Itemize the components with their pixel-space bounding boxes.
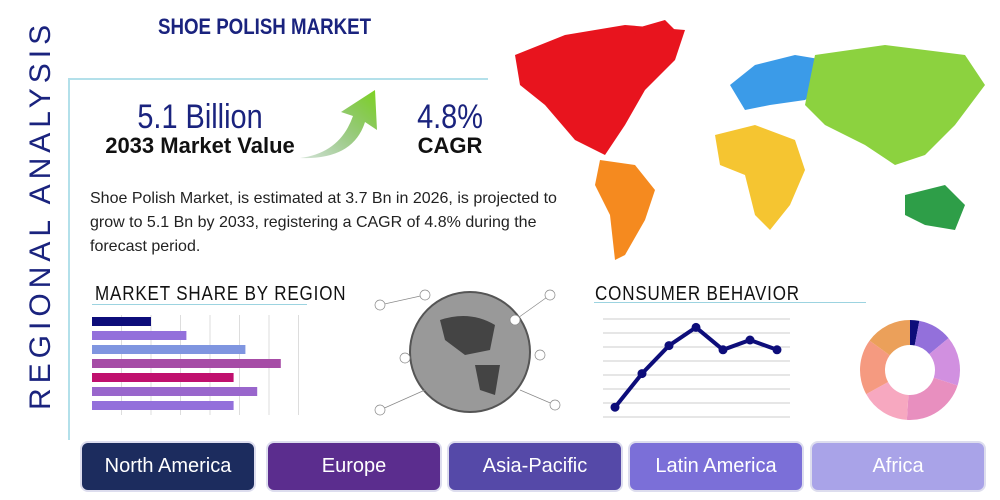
- heading-underline: [92, 304, 307, 305]
- region-button-europe[interactable]: Europe: [266, 441, 442, 492]
- side-label: REGIONAL ANALYSIS: [24, 19, 57, 410]
- heading-underline: [594, 302, 866, 303]
- donut-slice: [869, 320, 910, 356]
- cagr-value: 4.8%: [417, 98, 483, 136]
- description: Shoe Polish Market, is estimated at 3.7 …: [90, 190, 557, 255]
- frame-divider: [68, 78, 70, 440]
- line-point: [610, 402, 620, 412]
- line-point: [691, 322, 701, 332]
- consumer-line-chart: [603, 318, 790, 418]
- line-point: [772, 345, 782, 355]
- market-value: 5.1 Billion: [137, 98, 263, 136]
- consumer-donut-chart: [860, 320, 960, 420]
- market-share-bar-chart: [92, 315, 299, 415]
- market-value-kpi: 5.1 Billion 2033 Market Value: [95, 98, 305, 159]
- donut-slice: [866, 382, 909, 420]
- bar: [92, 373, 234, 382]
- region-button-asia-pacific[interactable]: Asia-Pacific: [447, 441, 623, 492]
- donut-slice: [910, 320, 920, 346]
- line-point: [745, 335, 755, 345]
- bar: [92, 387, 258, 396]
- bar: [92, 401, 234, 410]
- line-point: [637, 369, 647, 379]
- consumer-behavior-heading: CONSUMER BEHAVIOR: [595, 283, 800, 305]
- market-share-heading: MARKET SHARE BY REGION: [95, 283, 347, 305]
- line-point: [664, 341, 674, 351]
- region-button-latin-america[interactable]: Latin America: [628, 441, 804, 492]
- bar: [92, 331, 187, 340]
- frame-divider: [68, 78, 488, 80]
- bar: [92, 359, 281, 368]
- donut-slice: [906, 377, 958, 420]
- bar: [92, 317, 151, 326]
- page-title: SHOE POLISH MARKET: [158, 14, 371, 39]
- donut-slice: [929, 338, 960, 386]
- donut-slice: [860, 340, 890, 395]
- region-button-north-america[interactable]: North America: [80, 441, 256, 492]
- growth-arrow-icon: [300, 90, 377, 159]
- donut-slice: [914, 320, 949, 355]
- region-button-africa[interactable]: Africa: [810, 441, 986, 492]
- line-point: [718, 345, 728, 355]
- bar: [92, 345, 246, 354]
- cagr-kpi: 4.8% CAGR: [395, 98, 505, 159]
- world-map: [515, 20, 985, 260]
- globe-network-icon: [374, 289, 561, 416]
- cagr-label: CAGR: [417, 133, 483, 158]
- market-value-label: 2033 Market Value: [105, 133, 295, 158]
